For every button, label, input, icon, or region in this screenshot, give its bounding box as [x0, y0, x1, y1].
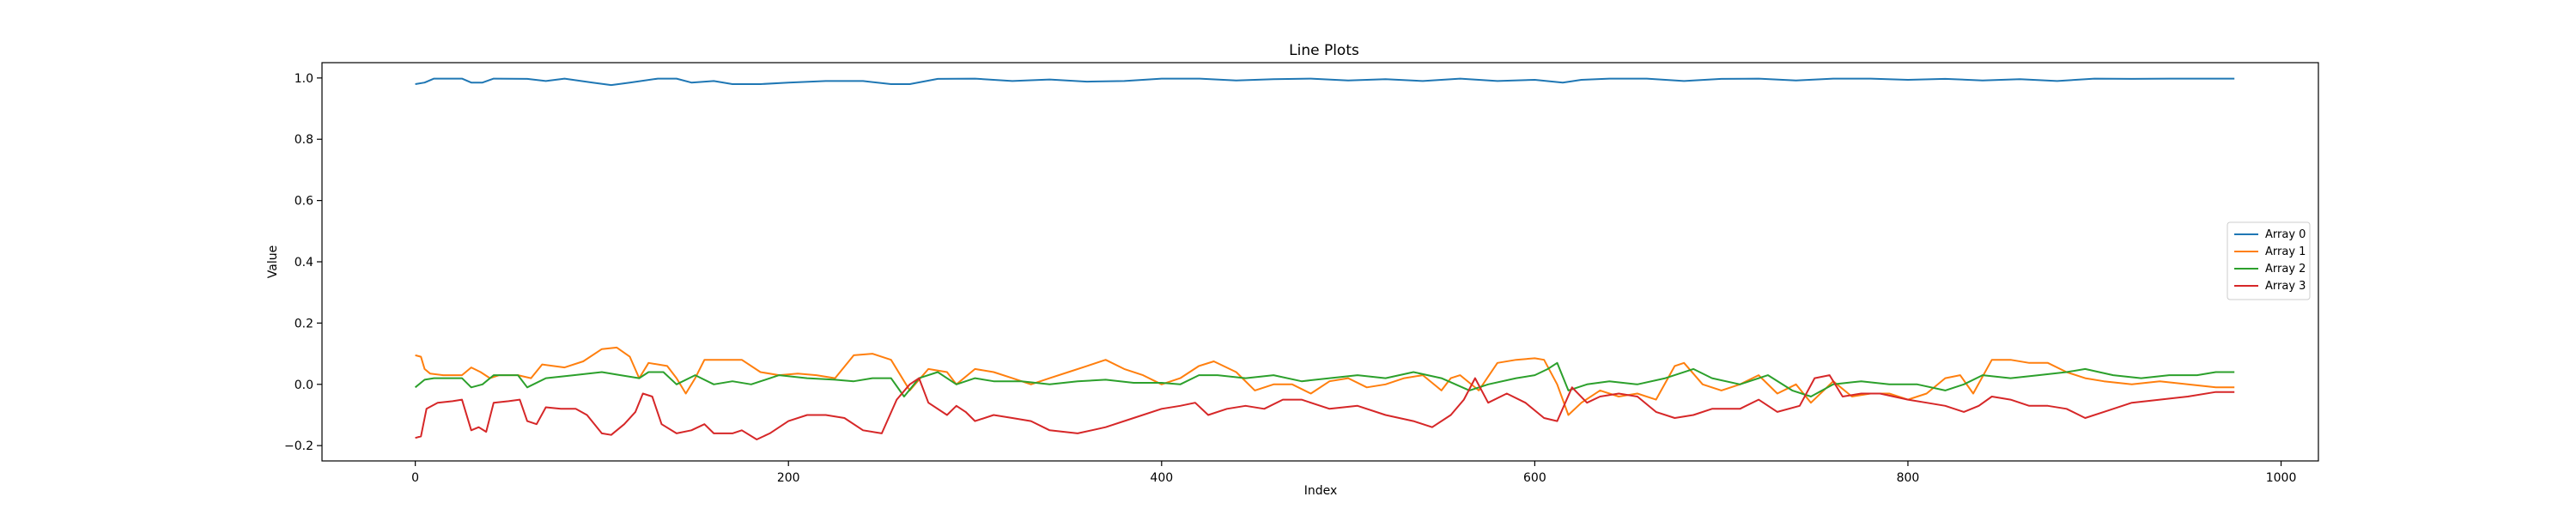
y-tick-label: 0.4 — [295, 256, 313, 270]
y-tick-label: −0.2 — [284, 439, 313, 453]
x-tick-label: 0 — [411, 471, 419, 485]
series-line-array-2 — [414, 361, 2235, 397]
x-tick-label: 800 — [1897, 471, 1920, 485]
x-tick-label: 600 — [1523, 471, 1546, 485]
y-axis-label: Value — [266, 245, 280, 278]
legend-label-array-1: Array 1 — [2265, 245, 2306, 258]
series-line-array-0 — [415, 77, 2235, 87]
legend: Array 0 Array 1 Array 2 Array 3 — [2227, 221, 2311, 300]
y-tick-label: 0.0 — [295, 379, 313, 392]
x-axis-label: Index — [1304, 484, 1338, 498]
legend-box — [2227, 221, 2311, 300]
legend-label-array-3: Array 3 — [2265, 280, 2306, 293]
y-tick-label: 0.6 — [295, 195, 313, 209]
legend-label-array-0: Array 0 — [2265, 228, 2306, 241]
x-tick-label: 200 — [777, 471, 800, 485]
legend-label-array-2: Array 2 — [2265, 263, 2306, 276]
y-tick-label: 1.0 — [295, 72, 313, 86]
series-line-array-3 — [415, 374, 2235, 440]
y-tick-label: 0.8 — [295, 133, 313, 147]
x-tick-label: 400 — [1150, 471, 1173, 485]
chart-title: Line Plots — [1289, 42, 1359, 59]
y-tick-label: 0.2 — [295, 317, 313, 330]
x-tick-label: 1000 — [2266, 471, 2297, 485]
